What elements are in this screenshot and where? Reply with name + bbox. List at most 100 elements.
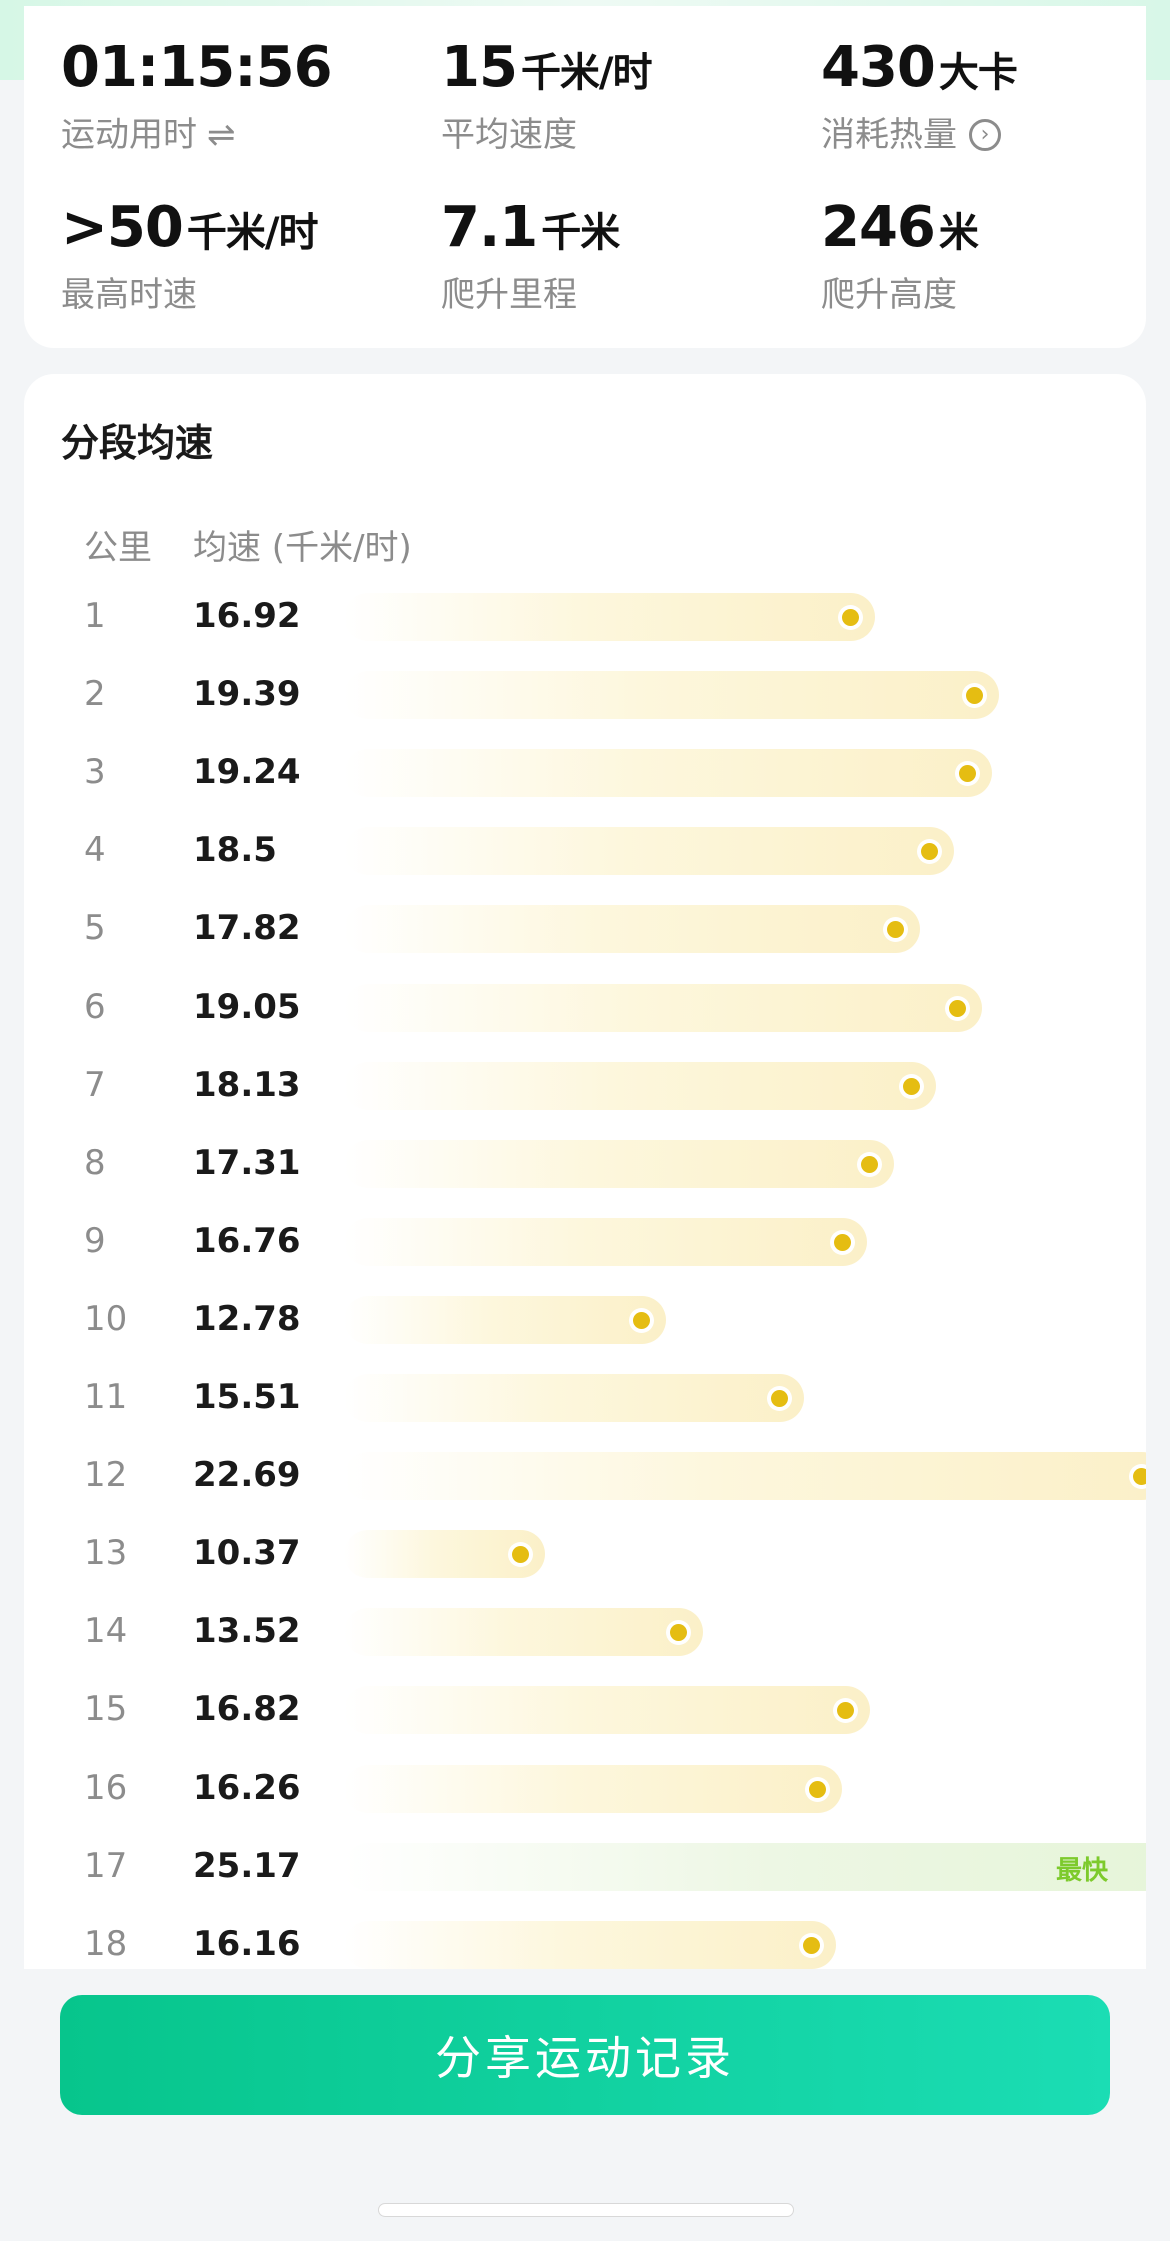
split-speed-bar [344,905,921,954]
split-row: 15 16.82 [24,1671,1146,1749]
split-km: 8 [84,1142,106,1183]
split-speed-bar [344,1842,1146,1891]
split-speed-bar [344,1686,870,1735]
split-speed-bar [344,1530,545,1579]
split-speed: 25.17 [193,1845,301,1886]
stat-climb-distance: 7.1 千米 爬升里程 [441,195,801,315]
split-row: 4 18.5 [24,812,1146,890]
home-indicator[interactable] [378,2203,794,2217]
split-row: 2 19.39 [24,656,1146,734]
split-speed-dot [803,1936,821,1954]
stat-label: 最高时速 [61,275,197,315]
split-speed: 19.05 [193,986,301,1027]
info-circle-icon[interactable]: › [969,119,1001,151]
split-speed: 13.52 [193,1611,301,1652]
split-row: 17 25.17 最快 [24,1828,1146,1906]
split-km: 2 [84,674,106,715]
split-speed-bar [344,671,1000,720]
split-speed: 22.69 [193,1455,301,1496]
split-row: 10 12.78 [24,1281,1146,1359]
split-speed-bar [344,749,992,798]
split-km: 6 [84,986,106,1027]
split-speed-dot [921,843,939,861]
stat-label: 爬升高度 [821,275,957,315]
stat-value: 246 米 [821,195,979,260]
split-speed: 16.92 [193,596,301,636]
stat-climb-height: 246 米 爬升高度 [821,195,1170,315]
split-speed-bar [344,1139,895,1188]
split-speed-bar [344,1217,867,1266]
split-speed-dot [887,921,905,939]
split-speed-bar [344,827,955,876]
split-row: 5 17.82 [24,890,1146,968]
split-speed: 16.16 [193,1923,301,1964]
split-speed: 17.31 [193,1142,301,1183]
split-row: 11 15.51 [24,1359,1146,1437]
stat-value: 7.1 千米 [441,195,620,260]
split-speed-dot [836,1702,854,1720]
split-speed-dot [670,1624,688,1642]
split-speed-bar [344,1920,837,1969]
split-speed: 16.76 [193,1220,301,1261]
split-speed-card: 分段均速 公里 均速 (千米/时) 1 16.92 2 19.39 3 19.24 4 18.… [24,374,1146,1969]
split-speed-dot [841,609,859,626]
stat-label: 平均速度 [441,115,577,155]
split-speed-bar [344,1374,804,1422]
stat-value: 15 千米/时 [441,35,653,100]
stat-value: 430 大卡 [821,35,1018,100]
split-speed: 19.24 [193,752,301,793]
split-speed-dot [966,687,984,705]
split-row: 12 22.69 [24,1437,1146,1515]
stat-max-speed: >50 千米/时 最高时速 [61,195,421,315]
split-row: 18 16.16 [24,1906,1146,1969]
split-km: 14 [84,1611,128,1652]
split-km: 3 [84,752,106,793]
stat-calories: 430 大卡 消耗热量 › [821,35,1170,153]
split-speed-dot [1132,1468,1146,1486]
split-km: 11 [84,1377,128,1417]
split-speed-dot [949,999,967,1017]
split-row: 6 19.05 [24,969,1146,1047]
split-row: 16 16.26 [24,1750,1146,1828]
split-speed-bar [344,1061,936,1110]
split-speed-bar [344,1608,704,1657]
split-row: 3 19.24 [24,734,1146,812]
split-speed-dot [770,1390,788,1407]
split-km: 13 [84,1533,128,1574]
column-header-km: 公里 [84,528,152,568]
split-row: 9 16.76 [24,1203,1146,1281]
split-row: 13 10.37 [24,1515,1146,1593]
split-speed-dot [833,1233,851,1251]
split-row: 7 18.13 [24,1047,1146,1125]
stat-value: >50 千米/时 [61,195,318,260]
split-speed: 19.39 [193,674,301,715]
split-speed-bar [344,1764,842,1813]
split-km: 10 [84,1298,128,1339]
split-speed-dot [511,1546,529,1564]
split-km: 5 [84,908,106,949]
section-title: 分段均速 [61,421,214,465]
split-speed-bar [344,983,983,1032]
split-km: 17 [84,1845,128,1886]
split-speed: 10.37 [193,1533,301,1574]
split-km: 12 [84,1455,128,1496]
split-speed: 18.13 [193,1064,301,1105]
swap-icon[interactable]: ⇌ [207,115,236,155]
split-speed: 17.82 [193,908,301,949]
stat-label: 爬升里程 [441,275,577,315]
split-km: 15 [84,1689,128,1730]
split-speed: 15.51 [193,1377,301,1417]
split-km: 16 [84,1767,128,1808]
share-record-button[interactable]: 分享运动记录 [60,1995,1110,2115]
stat-avg-speed: 15 千米/时 平均速度 [441,35,801,155]
split-speed: 16.82 [193,1689,301,1730]
split-km: 7 [84,1064,106,1105]
split-row: 8 17.31 [24,1125,1146,1203]
split-row: 1 16.92 [24,578,1146,656]
split-speed-bar [344,1295,667,1344]
split-km: 4 [84,830,106,871]
stat-value: 01:15:56 [61,35,333,100]
split-km: 9 [84,1220,106,1261]
split-row: 14 13.52 [24,1593,1146,1671]
split-speed-dot [633,1311,651,1329]
